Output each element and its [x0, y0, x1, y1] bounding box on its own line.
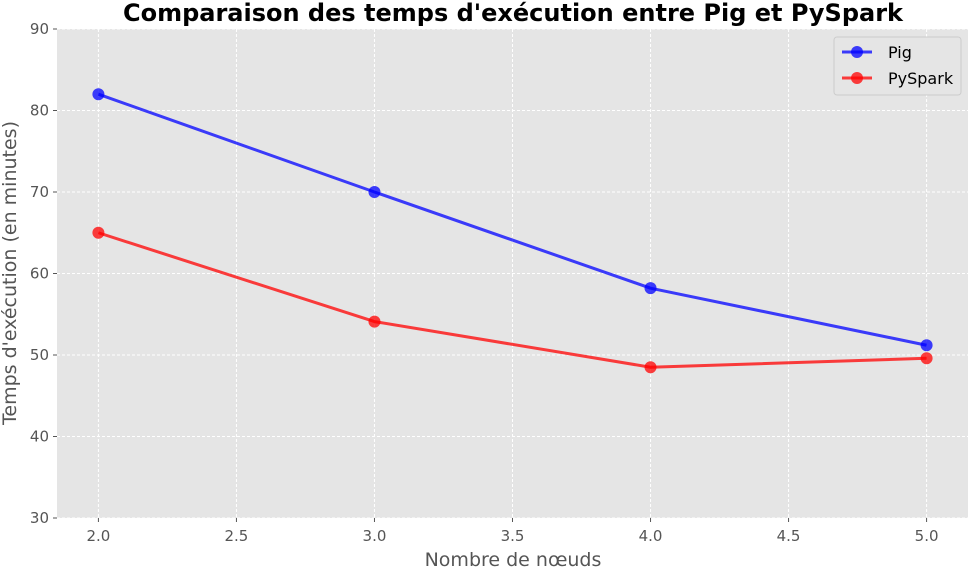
- y-tick-label: 80: [30, 102, 49, 120]
- y-tick-label: 30: [30, 509, 49, 527]
- series-layer: [92, 88, 933, 374]
- chart-title: Comparaison des temps d'exécution entre …: [123, 0, 904, 27]
- x-tick-label: 3.5: [501, 527, 525, 545]
- x-tick-label: 2.0: [86, 527, 110, 545]
- legend: Pig PySpark: [833, 36, 962, 96]
- x-tick-label: 4.0: [639, 527, 663, 545]
- series-pyspark-line: [97, 231, 927, 369]
- series-pyspark-point: [92, 226, 105, 239]
- x-axis-label: Nombre de nœuds: [425, 549, 602, 570]
- x-tick-label: 4.5: [777, 527, 801, 545]
- x-tick-label: 5.0: [915, 527, 939, 545]
- y-tick-label: 60: [30, 265, 49, 283]
- x-tick-label: 2.5: [225, 527, 249, 545]
- legend-pig-label: Pig: [888, 43, 912, 62]
- series-pig-point: [644, 282, 657, 295]
- y-tick-label: 90: [30, 20, 49, 38]
- y-axis-ticks: 30 40 50 60 70 80 90: [30, 20, 57, 527]
- series-pig-point: [368, 186, 381, 198]
- series-pyspark-point: [644, 361, 657, 374]
- x-axis-ticks: 2.0 2.5 3.0 3.5 4.0 4.5 5.0: [86, 518, 939, 545]
- y-axis-label: Temps d'exécution (en minutes): [0, 121, 21, 426]
- series-pyspark-point: [368, 315, 381, 328]
- y-tick-label: 50: [30, 346, 49, 364]
- legend-pyspark-marker: [851, 72, 863, 84]
- series-pig-point: [92, 88, 105, 101]
- series-pig-point: [920, 339, 933, 352]
- series-pig-line: [97, 92, 927, 347]
- legend-pig-marker: [851, 46, 863, 58]
- legend-pyspark-label: PySpark: [888, 69, 954, 88]
- grid-lines: [57, 28, 968, 519]
- series-pyspark-point: [920, 352, 933, 365]
- y-tick-label: 70: [30, 183, 49, 201]
- x-tick-label: 3.0: [363, 527, 387, 545]
- y-tick-label: 40: [30, 428, 49, 446]
